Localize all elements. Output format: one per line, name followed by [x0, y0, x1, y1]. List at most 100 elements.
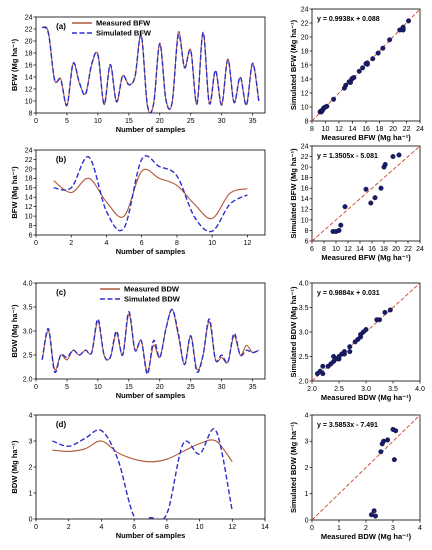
x-tick-label: 2 — [67, 524, 71, 531]
scatter-point — [324, 103, 330, 109]
plot-frame — [35, 414, 266, 520]
scatter-point — [364, 61, 370, 67]
x-tick-label: 14 — [349, 126, 357, 133]
y-tick-label: 2 — [305, 465, 309, 472]
x-ticks: 2.0 2.5 3.0 3.5 4.0 — [307, 381, 425, 393]
y-tick-label: 20 — [25, 166, 33, 173]
y-tick-label: 2.5 — [23, 352, 33, 359]
scatter-point — [341, 351, 347, 357]
x-ticks: 0 5 10 15 20 25 30 35 — [34, 113, 257, 125]
series-line-simulated — [41, 26, 260, 113]
y-axis-label: BDW (Mg ha⁻¹) — [10, 440, 19, 494]
x-tick-label: 8 — [310, 126, 314, 133]
y-ticks: 6 8 10 12 14 16 18 20 22 24 — [301, 143, 312, 245]
x-tick-label: 16 — [362, 126, 370, 133]
y-ticks: 2.0 2.5 3.0 3.5 4.0 — [299, 280, 312, 385]
scatter-point — [343, 82, 349, 88]
scatter-point — [385, 437, 391, 443]
y-tick-label: 24 — [301, 6, 309, 13]
x-tick-label: 20 — [156, 384, 164, 391]
y-tick-label: 14 — [25, 74, 33, 81]
scatter-point — [342, 204, 348, 210]
x-tick-label: 0 — [34, 384, 38, 391]
x-tick-label: 10 — [322, 126, 330, 133]
x-tick-label: 18 — [376, 126, 384, 133]
scatter-point — [338, 222, 344, 228]
x-tick-label: 0 — [34, 524, 38, 531]
regression-equation: y = 0.9938x + 0.088 — [317, 16, 380, 23]
y-ticks: 6 8 10 12 14 16 18 20 22 24 — [25, 147, 36, 239]
regression-equation: y = 0.9884x + 0.031 — [317, 290, 380, 297]
y-tick-label: 18 — [25, 50, 33, 57]
y-tick-label: 2.0 — [299, 378, 309, 385]
y-tick-label: 1 — [29, 490, 33, 497]
panel-label: (c) — [56, 288, 66, 297]
plot-frame — [311, 145, 421, 242]
y-axis-label: BFW (Mg ha⁻¹) — [10, 38, 19, 91]
x-tick-label: 6 — [140, 240, 144, 247]
x-axis-label: Number of samples — [116, 247, 186, 256]
x-tick-label: 10 — [208, 240, 216, 247]
y-axis-label: Simulated BFW (Mg ha⁻¹) — [289, 148, 298, 239]
scatter-point — [387, 37, 393, 43]
x-tick-label: 24 — [416, 126, 424, 133]
scatter-points — [330, 152, 402, 234]
scatter-point — [372, 513, 378, 519]
y-tick-label: 10 — [25, 214, 33, 221]
scatter-point — [378, 185, 384, 191]
scatter-point — [320, 371, 326, 377]
panel-label: (a) — [56, 22, 66, 31]
y-tick-label: 8 — [305, 228, 309, 235]
y-tick-label: 18 — [25, 176, 33, 183]
series-line-measured — [52, 439, 233, 463]
x-axis-label: Measured BDW (Mg ha⁻¹) — [321, 532, 412, 541]
panel-label: (d) — [56, 420, 67, 429]
x-axis-label: Measured BFW (Mg ha⁻¹) — [321, 133, 411, 142]
y-tick-label: 2 — [29, 464, 33, 471]
y-tick-label: 4.0 — [299, 280, 309, 287]
y-tick-label: 20 — [301, 165, 309, 172]
series-line-simulated — [52, 428, 233, 519]
x-tick-label: 8 — [322, 246, 326, 253]
chart-b_scatter: 6 8 10 12 14 16 18 20 22 24 6 8 10 12 14 16 18 20 22 24 Meas… — [289, 143, 424, 262]
x-tick-label: 3.0 — [361, 386, 371, 393]
legend-entry: Simulated BFW — [96, 29, 152, 38]
y-tick-label: 20 — [25, 38, 33, 45]
y-tick-label: 12 — [301, 90, 309, 97]
x-tick-label: 0 — [34, 118, 38, 125]
scatter-point — [378, 449, 384, 455]
y-ticks: 8 10 12 14 16 18 20 22 24 — [301, 6, 312, 125]
chart-a_scatter: 8 10 12 14 16 18 20 22 24 8 10 12 14 16 18 20 22 24 Measur… — [289, 6, 424, 142]
y-tick-label: 4 — [29, 412, 33, 419]
series-group — [53, 155, 248, 233]
x-tick-label: 14 — [261, 524, 269, 531]
x-tick-label: 5 — [65, 384, 69, 391]
y-axis-label: BDW (Mg ha⁻¹) — [10, 304, 19, 358]
y-tick-label: 12 — [25, 86, 33, 93]
y-tick-label: 8 — [29, 223, 33, 230]
x-tick-label: 25 — [187, 118, 195, 125]
x-tick-label: 2 — [69, 240, 73, 247]
x-tick-label: 4 — [418, 525, 422, 532]
x-ticks: 0 1 2 3 4 — [310, 520, 422, 532]
x-tick-label: 3.5 — [388, 386, 398, 393]
y-tick-label: 3 — [305, 439, 309, 446]
x-tick-label: 18 — [380, 246, 388, 253]
y-tick-label: 3.0 — [299, 329, 309, 336]
x-tick-label: 30 — [218, 118, 226, 125]
x-tick-label: 24 — [416, 246, 424, 253]
x-axis-label: Number of samples — [116, 391, 186, 400]
y-tick-label: 16 — [25, 185, 33, 192]
x-tick-label: 10 — [94, 118, 102, 125]
x-tick-label: 22 — [403, 126, 411, 133]
x-tick-label: 12 — [243, 240, 251, 247]
x-tick-label: 2.5 — [334, 386, 344, 393]
y-tick-label: 3.0 — [23, 328, 33, 335]
x-tick-label: 0 — [34, 240, 38, 247]
scatter-point — [368, 200, 374, 206]
x-tick-label: 20 — [156, 118, 164, 125]
